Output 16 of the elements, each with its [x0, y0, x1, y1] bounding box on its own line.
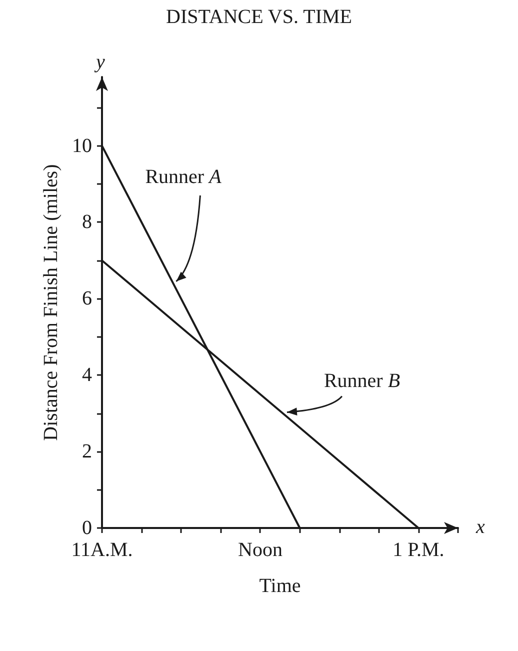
text: x — [476, 516, 485, 538]
y-axis-title: Distance From Finish Line (miles) — [40, 164, 62, 441]
x-tick-label: Noon — [238, 539, 282, 561]
x-tick-label: 1 P.M. — [392, 539, 444, 561]
series-label: Runner A — [145, 166, 222, 188]
chart-title: DISTANCE VS. TIME — [166, 6, 352, 28]
x-axis-title: Time — [259, 575, 301, 597]
y-tick-label: 10 — [72, 134, 92, 157]
y-tick-label: 2 — [82, 440, 92, 463]
text: Runner B — [324, 370, 400, 392]
x-tick-label: 11A.M. — [71, 539, 133, 561]
y-tick-label: 6 — [82, 288, 92, 310]
y-tick-label: 4 — [82, 364, 92, 386]
y-tick-label: 0 — [82, 517, 92, 539]
text: y — [96, 51, 105, 73]
y-tick-label: 8 — [82, 211, 92, 234]
